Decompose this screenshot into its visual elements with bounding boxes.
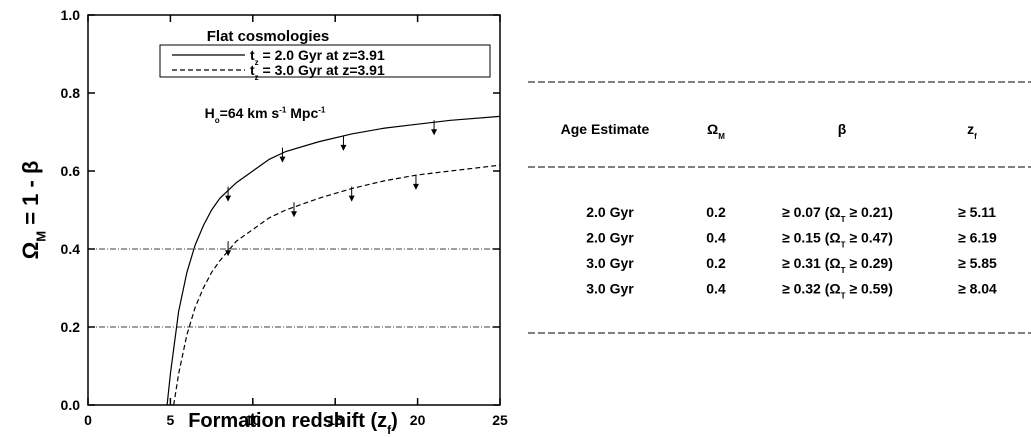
- legend-label-part: z: [255, 73, 259, 82]
- x-tick-label: 20: [410, 412, 426, 428]
- table-header: β: [838, 121, 847, 137]
- table-header-part: Ω: [707, 121, 718, 137]
- table-cell: ≥ 5.85: [958, 255, 997, 271]
- y-axis-label: ΩM = 1 - β: [18, 161, 49, 260]
- table-cell-part: ≥ 0.29): [846, 255, 893, 271]
- table-cell: 0.2: [706, 204, 726, 220]
- table-cell: 0.2: [706, 255, 726, 271]
- upper-limit: [291, 202, 297, 218]
- legend-label: tz = 2.0 Gyr at z=3.91: [250, 47, 385, 67]
- table-cell-part: ≥ 0.21): [846, 204, 893, 220]
- curve: [173, 164, 501, 406]
- table-header: ΩM: [707, 121, 725, 141]
- table-cell: ≥ 0.31 (ΩT ≥ 0.29): [782, 255, 893, 275]
- annotation-part: -1: [318, 105, 326, 114]
- table-header: zf: [967, 121, 977, 141]
- y-tick-label: 0.2: [61, 319, 81, 335]
- legend-label: tz = 3.0 Gyr at z=3.91: [250, 62, 385, 82]
- y-tick-label: 0.0: [61, 397, 81, 413]
- table-cell: ≥ 0.15 (ΩT ≥ 0.47): [782, 230, 893, 250]
- table-cell: 2.0 Gyr: [586, 204, 634, 220]
- arrow-head: [291, 211, 297, 218]
- y-tick-label: 0.8: [61, 85, 81, 101]
- legend-label-part: z: [255, 58, 259, 67]
- arrow-head: [340, 144, 347, 151]
- table-cell: 3.0 Gyr: [586, 255, 634, 271]
- table-cell: ≥ 6.19: [958, 230, 997, 246]
- upper-limit: [348, 186, 355, 202]
- upper-limit: [225, 186, 232, 202]
- table-cell: ≥ 8.04: [958, 281, 997, 297]
- x-tick-label: 0: [84, 412, 92, 428]
- table-cell-part: T: [841, 266, 846, 275]
- table-cell: 0.4: [706, 281, 726, 297]
- y-tick-label: 0.4: [61, 241, 81, 257]
- table-header-part: z: [967, 121, 974, 137]
- upper-limit: [225, 241, 232, 257]
- curve: [166, 115, 501, 406]
- table-cell: ≥ 5.11: [958, 204, 996, 220]
- legend-label-part: t: [250, 62, 255, 78]
- table-header-part: M: [718, 132, 725, 141]
- table-cell-part: T: [841, 215, 846, 224]
- annotation-part: -1: [279, 105, 287, 114]
- annotation-part: =64 km s: [220, 105, 280, 121]
- legend-box: [159, 44, 491, 78]
- annotation: Ho=64 km s-1 Mpc-1: [205, 105, 326, 125]
- table-cell: 0.4: [706, 230, 726, 246]
- annotation-part: Mpc: [286, 105, 318, 121]
- table-cell-part: T: [841, 291, 846, 300]
- arrow-head: [225, 250, 232, 257]
- y-axis-label-part: M: [34, 231, 49, 242]
- legend-label-part: = 3.0 Gyr at z=3.91: [259, 62, 385, 78]
- upper-limit: [279, 147, 286, 163]
- table: Age Estimate ΩM β zf2.0 Gyr 0.2 ≥ 0.07 (ΩT ≥ …: [528, 81, 1031, 334]
- x-axis-label-part: ): [391, 410, 398, 432]
- table-cell-part: ≥ 0.07 (Ω: [782, 204, 841, 220]
- x-axis-label-part: Formation redshift (z: [188, 410, 387, 432]
- upper-limit: [431, 120, 438, 136]
- x-tick-label: 5: [167, 412, 175, 428]
- x-tick-label: 25: [492, 412, 508, 428]
- arrow-head: [225, 195, 232, 202]
- table-cell: 2.0 Gyr: [586, 230, 634, 246]
- arrow-head: [279, 156, 286, 163]
- y-axis-label-part: Ω: [18, 242, 43, 260]
- table-cell: ≥ 0.07 (ΩT ≥ 0.21): [782, 204, 893, 224]
- x-tick-label: 15: [327, 412, 343, 428]
- table-cell-part: ≥ 0.47): [846, 230, 893, 246]
- arrow-head: [348, 195, 355, 202]
- y-tick-label: 1.0: [61, 7, 81, 23]
- x-tick-label: 10: [245, 412, 261, 428]
- y-axis-label-part: = 1 - β: [18, 161, 43, 231]
- arrow-head: [431, 129, 438, 136]
- x-axis-label-part: f: [387, 423, 392, 437]
- legend-title: Flat cosmologies: [207, 28, 330, 45]
- annotation-part: H: [205, 105, 215, 121]
- x-axis-label: Formation redshift (zf): [188, 410, 398, 437]
- table-cell-part: T: [841, 240, 846, 249]
- table-cell-part: ≥ 0.32 (Ω: [782, 281, 841, 297]
- legend-label-part: = 2.0 Gyr at z=3.91: [259, 47, 385, 63]
- table-header-part: f: [974, 132, 977, 141]
- arrow-head: [412, 183, 419, 190]
- annotation-part: o: [215, 116, 220, 125]
- table-cell-part: ≥ 0.15 (Ω: [782, 230, 841, 246]
- legend-label-part: t: [250, 47, 255, 63]
- table-cell-part: ≥ 0.31 (Ω: [782, 255, 841, 271]
- plot: 0 5 10 15 20 25 0.0 0.2 0.4 0.6 0.8 1.0 Formation re…: [18, 7, 508, 437]
- upper-limit: [412, 174, 419, 190]
- table-cell-part: ≥ 0.59): [846, 281, 893, 297]
- y-tick-label: 0.6: [61, 163, 81, 179]
- plot-frame: [87, 14, 501, 406]
- table-cell: ≥ 0.32 (ΩT ≥ 0.59): [782, 281, 893, 301]
- table-cell: 3.0 Gyr: [586, 281, 634, 297]
- upper-limit: [340, 135, 347, 151]
- table-header: Age Estimate: [561, 121, 650, 137]
